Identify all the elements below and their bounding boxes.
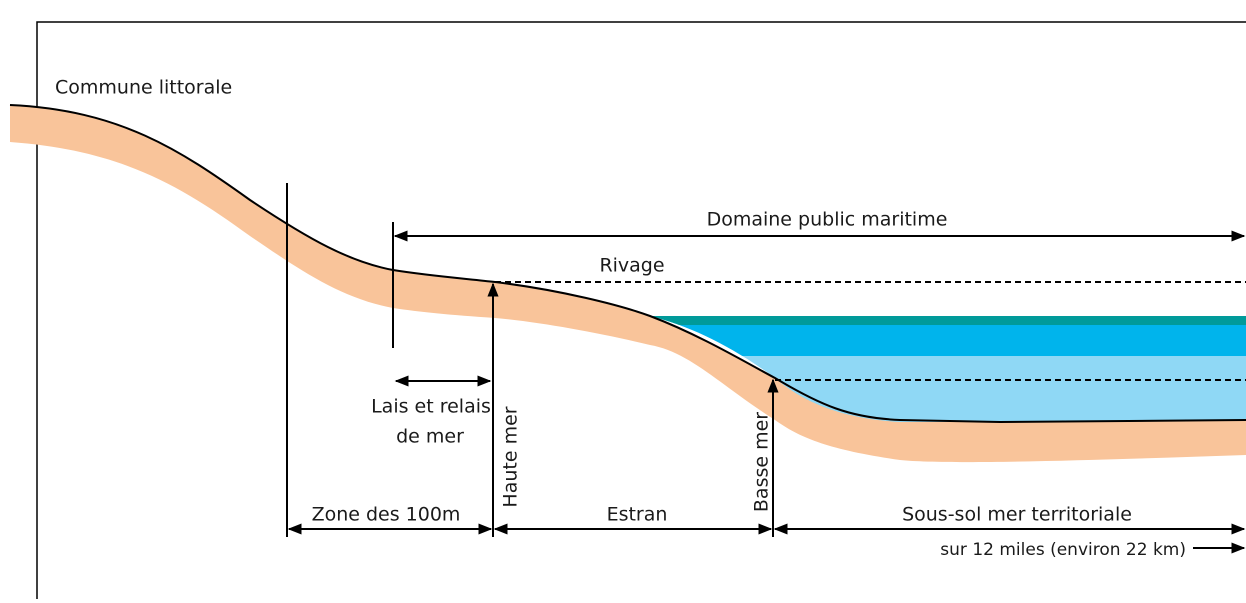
label: Haute mer [500,406,522,507]
label: Domaine public maritime [707,209,948,231]
label: Rivage [599,255,664,277]
label: sur 12 miles (environ 22 km) [940,540,1186,560]
label: Estran [607,504,668,526]
label: Lais et relais [371,396,491,418]
label: Zone des 100m [312,504,461,526]
diagram: Commune littorale Domaine public maritim… [0,0,1246,599]
label: Sous-sol mer territoriale [902,504,1132,526]
page: {"labels": { "commune": "Commune littora… [0,0,1246,599]
sea [600,316,1246,436]
sea-top [600,316,1246,325]
label: de mer [396,426,464,448]
label: Commune littorale [55,77,232,99]
label: Basse mer [751,412,773,512]
